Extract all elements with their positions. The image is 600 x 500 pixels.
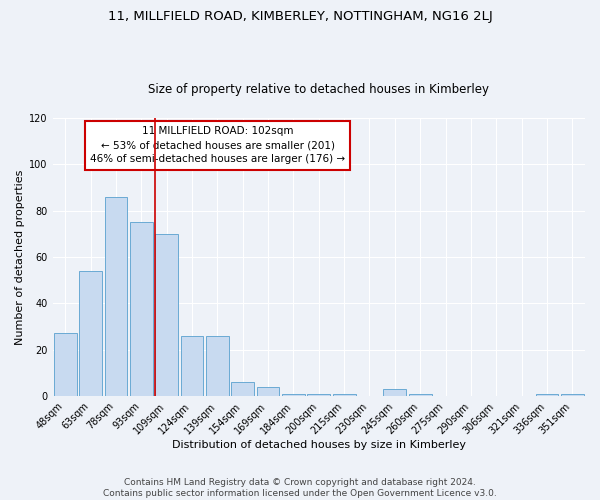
Title: Size of property relative to detached houses in Kimberley: Size of property relative to detached ho…	[148, 83, 489, 96]
X-axis label: Distribution of detached houses by size in Kimberley: Distribution of detached houses by size …	[172, 440, 466, 450]
Bar	[307, 394, 330, 396]
Bar	[130, 222, 152, 396]
Bar	[409, 394, 431, 396]
Bar	[231, 382, 254, 396]
Text: 11, MILLFIELD ROAD, KIMBERLEY, NOTTINGHAM, NG16 2LJ: 11, MILLFIELD ROAD, KIMBERLEY, NOTTINGHA…	[107, 10, 493, 23]
Bar	[383, 389, 406, 396]
Bar	[155, 234, 178, 396]
Bar	[181, 336, 203, 396]
Bar	[333, 394, 356, 396]
Bar	[54, 334, 77, 396]
Bar	[206, 336, 229, 396]
Bar	[104, 197, 127, 396]
Bar	[536, 394, 559, 396]
Bar	[257, 386, 280, 396]
Text: Contains HM Land Registry data © Crown copyright and database right 2024.
Contai: Contains HM Land Registry data © Crown c…	[103, 478, 497, 498]
Bar	[79, 271, 102, 396]
Bar	[561, 394, 584, 396]
Y-axis label: Number of detached properties: Number of detached properties	[15, 170, 25, 344]
Bar	[282, 394, 305, 396]
Text: 11 MILLFIELD ROAD: 102sqm
← 53% of detached houses are smaller (201)
46% of semi: 11 MILLFIELD ROAD: 102sqm ← 53% of detac…	[90, 126, 345, 164]
